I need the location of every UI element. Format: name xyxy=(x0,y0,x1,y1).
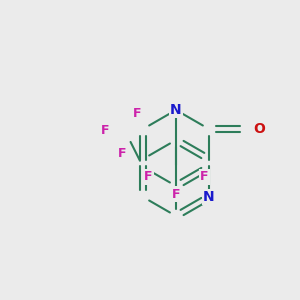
Text: O: O xyxy=(253,122,265,136)
Text: F: F xyxy=(172,188,180,200)
Text: F: F xyxy=(200,170,208,184)
Text: N: N xyxy=(170,103,182,117)
Text: F: F xyxy=(101,124,110,137)
Text: N: N xyxy=(203,190,215,204)
Text: F: F xyxy=(118,147,127,160)
Text: F: F xyxy=(144,170,152,184)
Text: F: F xyxy=(133,107,142,120)
